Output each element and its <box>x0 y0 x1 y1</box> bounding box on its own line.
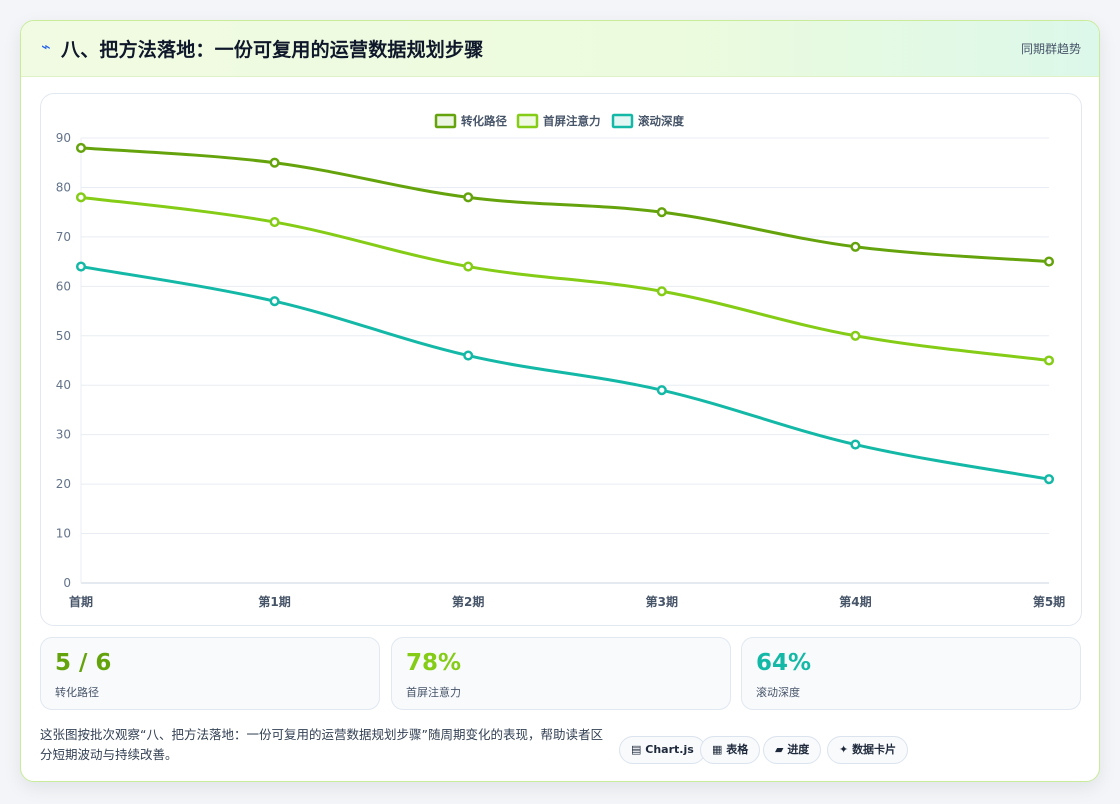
data-point <box>75 192 87 203</box>
y-tick-label: 50 <box>56 329 71 343</box>
chip-label: Chart.js <box>645 743 694 756</box>
legend-swatch <box>611 113 634 129</box>
y-tick-label: 90 <box>56 131 71 145</box>
data-point <box>463 350 474 361</box>
series-line <box>79 146 1051 264</box>
x-tick-label: 第3期 <box>646 594 678 609</box>
legend-label: 转化路径 <box>461 114 507 128</box>
y-tick-label: 30 <box>56 428 71 442</box>
x-tick-label: 第2期 <box>452 594 484 609</box>
data-point <box>656 286 667 297</box>
chip-label: 表格 <box>726 743 749 756</box>
y-tick-label: 0 <box>63 576 71 590</box>
x-tick-label: 第5期 <box>1033 594 1065 609</box>
stat-value: 64% <box>756 650 812 676</box>
data-point <box>850 439 861 450</box>
stat-value: 5 / 6 <box>55 650 112 676</box>
legend-label: 滚动深度 <box>638 114 684 128</box>
data-point <box>656 385 667 396</box>
bolt-icon: ⌁ <box>41 37 51 56</box>
chip-label: 进度 <box>787 743 810 756</box>
table-icon: ▦ <box>712 743 723 756</box>
x-tick-label: 第1期 <box>258 594 290 609</box>
data-point <box>1043 474 1055 485</box>
chart-icon: ▤ <box>631 743 642 756</box>
data-point <box>850 241 861 252</box>
page-title: 八、把方法落地：一份可复用的运营数据规划步骤 <box>61 39 484 61</box>
x-tick-label: 第4期 <box>839 594 871 609</box>
line-chart: 0 10 20 30 40 50 60 70 80 90 首期 第1期 第2期 第3期 第4期 第5期 转化路径… <box>40 93 1082 626</box>
stat-label: 滚动深度 <box>756 686 800 699</box>
stat-label: 转化路径 <box>55 686 99 699</box>
chart-card: ⌁ 八、把方法落地：一份可复用的运营数据规划步骤 同期群趋势 0 10 20 30 40… <box>20 20 1100 782</box>
data-point <box>75 142 87 153</box>
chip-chartjs[interactable]: ▤ Chart.js <box>619 736 706 764</box>
data-point <box>75 261 87 272</box>
series-line <box>79 265 1051 481</box>
chart-caption: 这张图按批次观察“八、把方法落地：一份可复用的运营数据规划步骤”随周期变化的表现… <box>40 727 603 762</box>
data-point <box>1043 256 1055 267</box>
legend-swatch <box>516 113 539 129</box>
chip-table[interactable]: ▦ 表格 <box>700 736 761 764</box>
y-tick-label: 10 <box>56 527 71 541</box>
chip-label: 数据卡片 <box>852 743 897 756</box>
chip-data-cards[interactable]: ✦ 数据卡片 <box>827 736 909 764</box>
series-line <box>79 195 1051 362</box>
data-point <box>463 261 474 272</box>
x-tick-label: 首期 <box>69 594 93 609</box>
sparkle-icon: ✦ <box>839 743 849 756</box>
chart-svg: 0 10 20 30 40 50 60 70 80 90 首期 第1期 第2期 第3期 第4期 第5期 转化路径… <box>56 113 1065 609</box>
legend-label: 首屏注意力 <box>543 114 601 128</box>
data-point <box>656 207 667 218</box>
stat-card-attention: 78% 首屏注意力 <box>391 637 731 710</box>
y-tick-label: 20 <box>56 477 71 491</box>
y-tick-label: 60 <box>56 279 71 293</box>
y-tick-label: 70 <box>56 230 71 244</box>
stat-value: 78% <box>406 650 462 676</box>
legend-swatch <box>434 113 457 129</box>
stat-label: 首屏注意力 <box>406 686 461 699</box>
progress-icon: ▰ <box>775 743 784 756</box>
data-point <box>269 296 280 307</box>
header-tag: 同期群趋势 <box>1020 42 1081 56</box>
stat-card-scroll: 64% 滚动深度 <box>741 637 1081 710</box>
y-tick-label: 40 <box>56 378 71 392</box>
data-point <box>269 217 280 228</box>
data-point <box>463 192 474 203</box>
y-tick-label: 80 <box>56 180 71 194</box>
chip-progress[interactable]: ▰ 进度 <box>763 736 822 764</box>
stat-card-conversion: 5 / 6 转化路径 <box>40 637 380 710</box>
data-point <box>1043 355 1055 366</box>
data-point <box>850 330 861 341</box>
data-point <box>269 157 280 168</box>
card-header: ⌁ 八、把方法落地：一份可复用的运营数据规划步骤 同期群趋势 <box>21 21 1099 77</box>
